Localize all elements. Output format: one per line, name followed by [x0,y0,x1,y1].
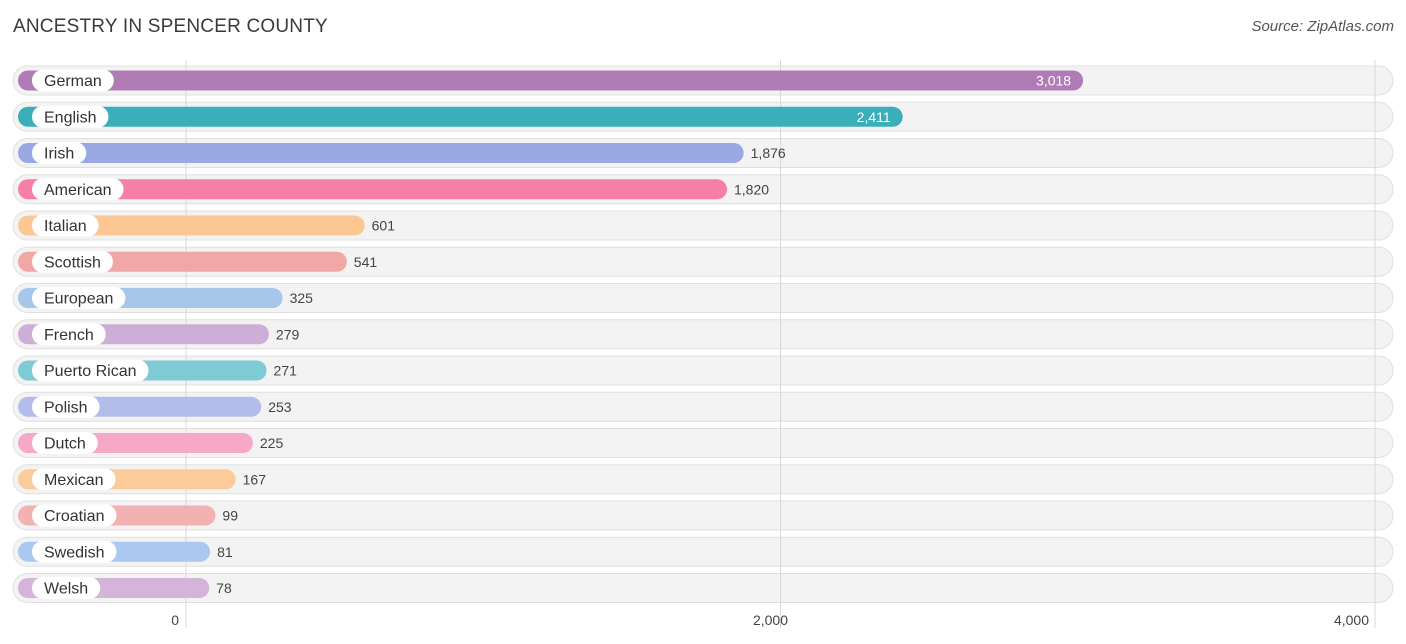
category-label-pill [32,287,126,309]
row-background [12,428,1394,458]
bar-irish [18,143,744,163]
value-label: 541 [354,254,378,270]
x-tick-label: 2,000 [753,612,788,628]
row-background [12,355,1394,386]
category-label: French [44,327,94,344]
value-label: 225 [260,435,284,451]
category-label: German [44,73,102,90]
value-label: 99 [222,508,238,524]
value-label: 279 [276,326,300,342]
category-label: Italian [44,218,87,235]
category-label-pill [32,432,98,454]
value-label: 1,820 [734,181,769,197]
value-label: 167 [243,471,267,487]
category-label: Mexican [44,472,104,489]
bar-english [18,106,903,127]
chart-title: ANCESTRY IN SPENCER COUNTY [13,16,328,37]
row-background [12,464,1394,495]
category-label-pill [32,69,114,92]
value-label: 81 [217,544,233,560]
value-label: 601 [372,218,396,234]
chart-source: Source: ZipAtlas.com [1251,18,1394,35]
category-label-pill [32,250,113,273]
row-background [12,283,1394,313]
category-label-pill [32,178,124,201]
category-label: Welsh [44,581,88,598]
value-label: 271 [274,363,298,379]
category-label: Irish [44,146,74,163]
bar-american [18,179,727,200]
category-label-pill [32,105,109,128]
row-background [12,500,1394,531]
value-label: 3,018 [1036,73,1071,89]
row-background [12,246,1394,277]
category-label-pill [32,359,149,382]
bar-german [18,70,1084,91]
category-label-pill [32,142,87,164]
value-label: 253 [268,399,292,415]
row-background [12,573,1394,603]
category-label-pill [32,577,101,599]
value-label: 325 [290,290,314,306]
x-tick-label: 0 [171,612,179,628]
bar-italian [18,215,365,236]
category-label-pill [32,214,99,237]
x-tick-label: 4,000 [1334,612,1369,628]
value-label: 2,411 [857,109,891,125]
row-background [12,536,1394,567]
value-label: 1,876 [751,145,786,161]
category-label: Swedish [44,544,104,561]
category-label-pill [32,504,117,527]
category-label: Dutch [44,436,86,453]
category-label: English [44,109,96,126]
category-label-pill [32,468,116,491]
category-label-pill [32,395,100,418]
category-label: European [44,291,113,308]
category-label: Polish [44,399,88,416]
category-label: Croatian [44,508,104,525]
category-label: Puerto Rican [44,363,137,380]
category-label-pill [32,323,106,346]
row-background [12,391,1394,422]
category-label-pill [32,540,117,563]
category-label: American [44,182,112,199]
value-label: 78 [216,580,232,596]
category-label: Scottish [44,254,101,271]
row-background [12,319,1394,350]
